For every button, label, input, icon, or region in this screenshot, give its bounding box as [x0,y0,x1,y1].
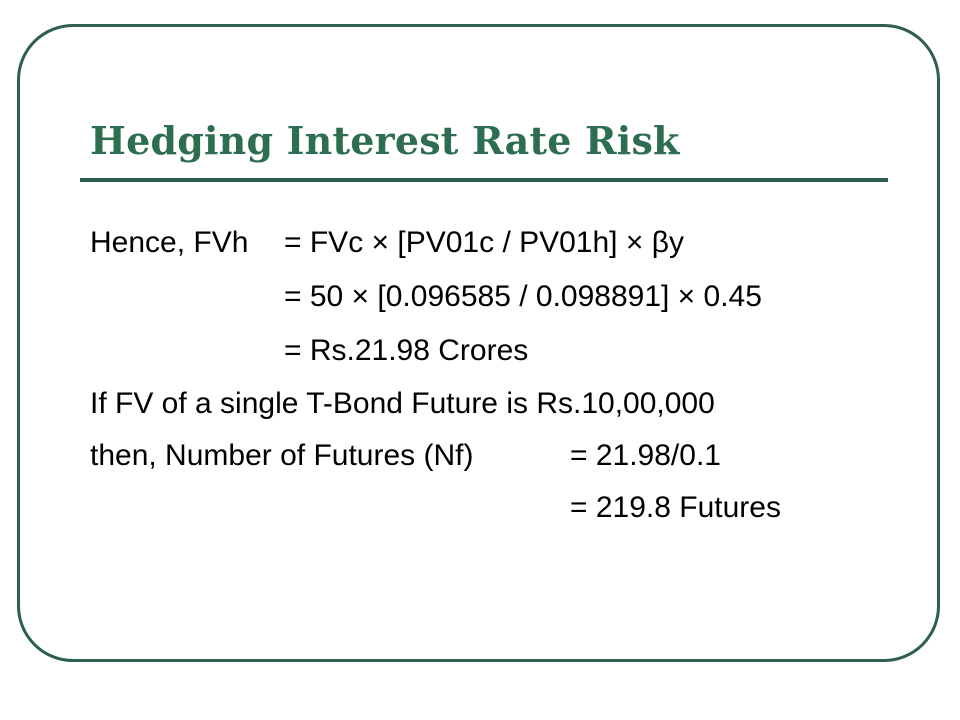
line-3-expression: = Rs.21.98 Crores [284,334,529,367]
line-6-expression: = 219.8 Futures [570,491,781,524]
line-1-label: Hence, FVh [90,226,249,259]
line-1-expression: = FVc × [PV01c / PV01h] × βy [284,226,684,259]
title-underline [80,178,888,182]
slide-frame [17,24,940,662]
line-4-text: If FV of a single T-Bond Future is Rs.10… [90,387,715,420]
line-5-label: then, Number of Futures (Nf) [90,439,474,472]
line-2-expression: = 50 × [0.096585 / 0.098891] × 0.45 [284,280,762,313]
slide-title: Hedging Interest Rate Risk [90,118,680,163]
line-5-expression: = 21.98/0.1 [570,439,721,472]
